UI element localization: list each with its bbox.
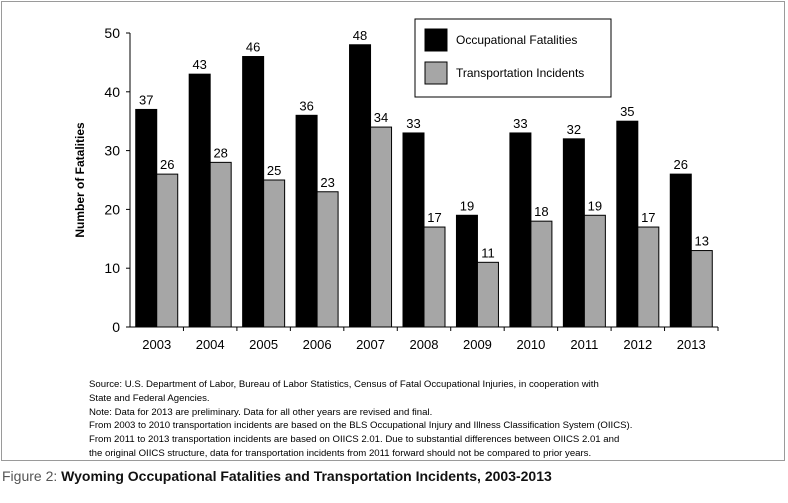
data-label: 37 [139, 92, 153, 107]
y-axis-title: Number of Fatalities [73, 122, 87, 238]
y-tick-label: 20 [104, 201, 120, 217]
x-tick-label: 2003 [142, 337, 171, 352]
bar-occupational-fatalities [616, 120, 639, 328]
bar-transportation-incidents [530, 220, 553, 328]
x-tick-label: 2008 [410, 337, 439, 352]
legend-swatch [424, 61, 448, 85]
bar-transportation-incidents [423, 226, 446, 328]
bar-occupational-fatalities [669, 173, 692, 328]
y-tick-label: 40 [104, 84, 120, 100]
bar-occupational-fatalities [135, 108, 158, 328]
data-label: 17 [641, 210, 655, 225]
x-tick-label: 2010 [516, 337, 545, 352]
data-label: 13 [695, 234, 709, 249]
bar-occupational-fatalities [188, 73, 211, 328]
figure-label: Figure 2: [2, 468, 58, 484]
data-label: 48 [353, 28, 367, 43]
figure-title: Wyoming Occupational Fatalities and Tran… [61, 468, 552, 484]
bar-occupational-fatalities [349, 44, 372, 328]
y-tick-label: 0 [112, 319, 120, 335]
x-tick-label: 2006 [303, 337, 332, 352]
data-label: 18 [534, 204, 548, 219]
data-label: 28 [213, 145, 227, 160]
data-label: 36 [299, 98, 313, 113]
data-label: 33 [513, 116, 527, 131]
y-tick-label: 50 [104, 25, 120, 41]
note-line: From 2011 to 2013 transportation inciden… [89, 434, 620, 446]
legend-label: Occupational Fatalities [456, 33, 577, 47]
x-tick-label: 2007 [356, 337, 385, 352]
bar-transportation-incidents [156, 173, 179, 328]
x-tick-label: 2004 [196, 337, 225, 352]
x-tick-label: 2012 [623, 337, 652, 352]
legend-swatch [424, 28, 448, 52]
x-tick-label: 2011 [570, 337, 598, 352]
data-label: 17 [427, 210, 441, 225]
bar-transportation-incidents [476, 261, 499, 328]
bar-transportation-incidents [209, 161, 232, 328]
bar-occupational-fatalities [242, 56, 265, 328]
y-tick-label: 10 [104, 260, 120, 276]
data-label: 19 [588, 198, 602, 213]
bar-transportation-incidents [370, 126, 393, 328]
bar-transportation-incidents [690, 250, 713, 328]
legend-box [414, 18, 612, 98]
x-tick-label: 2013 [677, 337, 706, 352]
data-label: 33 [406, 116, 420, 131]
note-line: State and Federal Agencies. [89, 392, 210, 404]
data-label: 43 [192, 57, 206, 72]
note-line: Note: Data for 2013 are preliminary. Dat… [89, 406, 433, 418]
data-label: 11 [481, 245, 495, 260]
x-tick-label: 2009 [463, 337, 492, 352]
bar-transportation-incidents [316, 191, 339, 328]
figure-frame: 0 10 20 30 40 50 Number of Fatalities 37 26 2003 4… [1, 1, 785, 461]
data-label: 19 [460, 198, 474, 213]
data-label: 26 [674, 157, 688, 172]
figure-caption: Figure 2: Wyoming Occupational Fatalitie… [2, 468, 552, 484]
x-tick-label: 2005 [249, 337, 278, 352]
bar-transportation-incidents [263, 179, 286, 328]
bar-occupational-fatalities [509, 132, 532, 328]
note-line: the original OIICS structure, data for t… [89, 447, 592, 459]
note-line: Source: U.S. Department of Labor, Bureau… [89, 379, 599, 390]
legend-label: Transportation Incidents [456, 66, 584, 80]
data-label: 23 [320, 175, 334, 190]
data-label: 46 [246, 40, 260, 55]
bar-occupational-fatalities [562, 138, 585, 328]
y-tick-label: 30 [104, 143, 120, 159]
data-label: 35 [620, 104, 634, 119]
note-line: From 2003 to 2010 transportation inciden… [89, 420, 633, 432]
bar-occupational-fatalities [295, 114, 318, 328]
bar-transportation-incidents [637, 226, 660, 328]
data-label: 26 [160, 157, 174, 172]
bar-occupational-fatalities [402, 132, 425, 328]
data-label: 34 [374, 110, 388, 125]
chart-notes: Source: U.S. Department of Labor, Bureau… [89, 378, 739, 461]
data-label: 25 [267, 163, 281, 178]
data-label: 32 [567, 122, 581, 137]
bar-occupational-fatalities [455, 214, 478, 328]
chart: 0 10 20 30 40 50 Number of Fatalities 37 26 2003 4… [73, 18, 719, 352]
bar-transportation-incidents [583, 214, 606, 328]
